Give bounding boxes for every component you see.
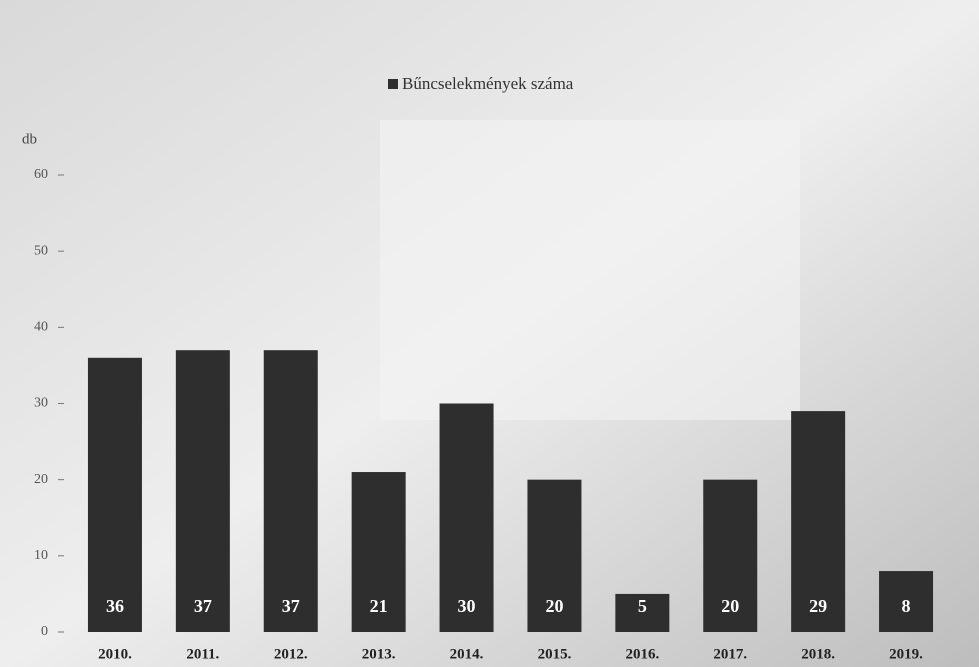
data-label: 37 [282, 596, 300, 616]
data-label: 20 [545, 596, 563, 616]
y-axis-label: db [22, 131, 37, 147]
bar [615, 593, 670, 632]
data-label: 36 [106, 596, 124, 616]
data-label: 29 [809, 596, 827, 616]
x-tick-label: 2015. [538, 646, 572, 662]
bar [175, 350, 230, 632]
bar [87, 357, 142, 632]
legend-label: Bűncselekmények száma [402, 74, 574, 93]
background-building [380, 120, 800, 420]
x-tick-label: 2010. [98, 646, 132, 662]
bar [879, 571, 934, 632]
data-label: 20 [721, 596, 739, 616]
legend-marker [388, 79, 398, 89]
data-label: 5 [638, 596, 647, 616]
x-tick-label: 2017. [713, 646, 747, 662]
data-label: 30 [458, 596, 476, 616]
bar [351, 472, 406, 632]
bar [791, 411, 846, 632]
bar [527, 479, 582, 632]
data-label: 21 [370, 596, 388, 616]
bar [263, 350, 318, 632]
y-tick-label: 10 [34, 548, 48, 563]
x-tick-label: 2014. [450, 646, 484, 662]
y-tick-label: 20 [34, 472, 48, 487]
bar [703, 479, 758, 632]
x-tick-label: 2011. [186, 646, 219, 662]
y-tick-label: 50 [34, 243, 48, 258]
y-tick-label: 30 [34, 396, 48, 411]
bar [439, 403, 494, 632]
data-label: 37 [194, 596, 212, 616]
x-tick-label: 2012. [274, 646, 308, 662]
data-label: 8 [902, 596, 911, 616]
x-tick-label: 2018. [801, 646, 835, 662]
x-tick-label: 2019. [889, 646, 923, 662]
x-tick-label: 2016. [625, 646, 659, 662]
x-tick-label: 2013. [362, 646, 396, 662]
y-tick-label: 0 [41, 624, 48, 639]
y-tick-label: 40 [34, 320, 48, 335]
y-tick-label: 60 [34, 167, 48, 182]
